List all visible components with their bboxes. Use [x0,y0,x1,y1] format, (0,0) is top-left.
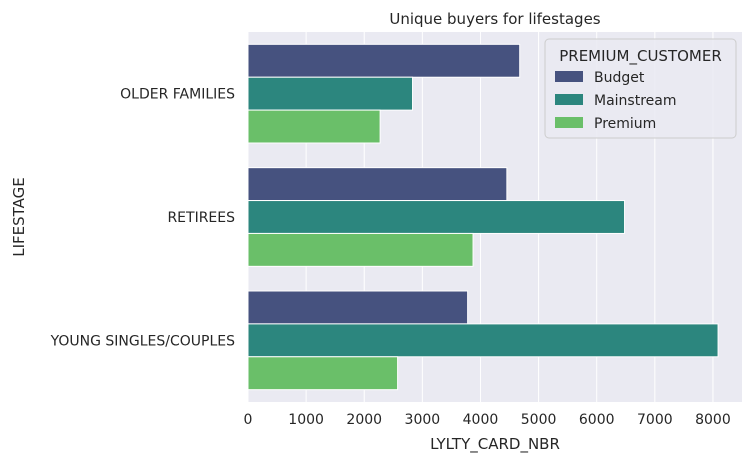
x-tick-label: 6000 [579,412,615,428]
bar-mainstream [247,323,719,358]
x-axis-label: LYLTY_CARD_NBR [430,435,560,454]
bar-premium [247,232,474,267]
y-tick-label: OLDER FAMILIES [120,87,235,103]
x-tick-label: 8000 [695,412,731,428]
bar-premium [247,109,381,144]
y-axis-label: LIFESTAGE [10,177,28,257]
x-tick-label: 0 [244,412,253,428]
x-tick-label: 3000 [405,412,441,428]
legend-box [544,38,737,139]
legend-title: PREMIUM_CUSTOMER [559,47,722,66]
x-tick-label: 1000 [288,412,324,428]
legend-items: Budget Mainstream Premium [555,70,676,132]
bar-budget [247,43,521,78]
x-tick-label: 7000 [637,412,673,428]
bar-mainstream [247,200,626,234]
y-axis-ticks: OLDER FAMILIES RETIREES YOUNG SINGLES/COUP… [50,87,236,350]
legend: PREMIUM_CUSTOMER Budget Mainstream Premium [544,38,737,139]
y-tick-label: RETIREES [167,210,235,226]
bar-budget [247,167,508,202]
x-tick-label: 5000 [521,412,557,428]
legend-swatch-premium [555,117,583,128]
legend-swatch-mainstream [555,94,583,105]
x-tick-label: 2000 [346,412,382,428]
bars-group [247,43,719,391]
legend-label-premium: Premium [594,116,656,132]
x-axis-ticks: 0 1000 2000 3000 4000 5000 6000 7000 8000 [244,412,731,428]
bar-mainstream [247,76,414,111]
legend-swatch-budget [555,71,583,82]
chart-title: Unique buyers for lifestages [389,10,600,28]
bar-premium [247,356,399,391]
legend-label-mainstream: Mainstream [594,93,676,109]
bar-budget [247,290,469,325]
x-tick-label: 4000 [463,412,499,428]
y-tick-label: YOUNG SINGLES/COUPLES [50,333,236,349]
legend-label-budget: Budget [594,70,645,86]
